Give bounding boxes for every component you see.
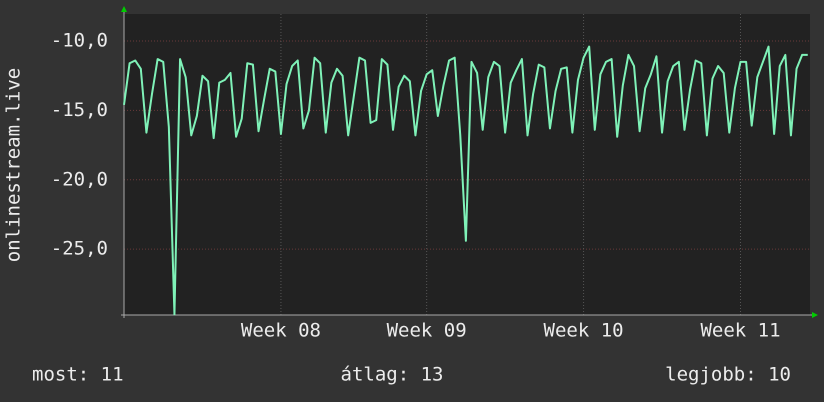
y-tick-label: -25,0 bbox=[51, 238, 108, 260]
y-tick-label: -10,0 bbox=[51, 30, 108, 52]
axis-arrow bbox=[812, 312, 818, 318]
data-line bbox=[123, 45, 808, 316]
axis-arrow bbox=[121, 6, 127, 12]
y-tick-label: -15,0 bbox=[51, 99, 108, 121]
plot-area bbox=[124, 14, 810, 315]
y-axis-label: onlinestream.live bbox=[3, 68, 25, 262]
stat-average: átlag: 13 bbox=[341, 364, 444, 386]
stat-best: legjobb: 10 bbox=[665, 364, 791, 386]
y-tick-label: -20,0 bbox=[51, 168, 108, 190]
x-tick-label: Week 08 bbox=[241, 320, 321, 342]
grid bbox=[124, 14, 810, 315]
stat-current: most: 11 bbox=[32, 364, 124, 386]
x-tick-label: Week 11 bbox=[700, 320, 780, 342]
x-tick-label: Week 09 bbox=[387, 320, 467, 342]
x-tick-label: Week 10 bbox=[544, 320, 624, 342]
